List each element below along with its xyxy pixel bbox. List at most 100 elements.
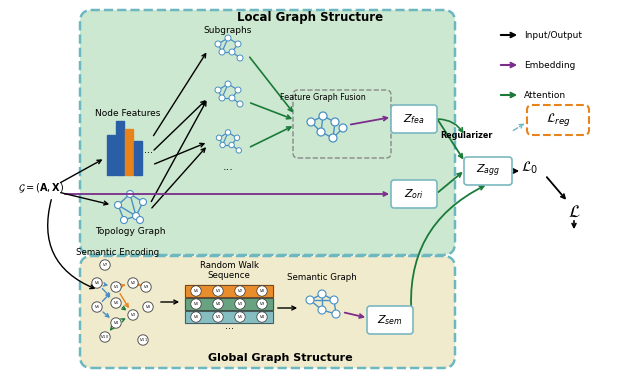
FancyArrowPatch shape bbox=[111, 326, 114, 330]
Circle shape bbox=[111, 282, 121, 292]
Circle shape bbox=[111, 298, 121, 308]
FancyArrowPatch shape bbox=[151, 102, 206, 201]
Text: Regularizer: Regularizer bbox=[440, 131, 492, 140]
FancyArrowPatch shape bbox=[103, 312, 109, 317]
Circle shape bbox=[234, 135, 240, 141]
Circle shape bbox=[138, 335, 148, 345]
FancyArrowPatch shape bbox=[572, 221, 576, 227]
Circle shape bbox=[235, 312, 245, 322]
Text: $\mathcal{L}_{reg}$: $\mathcal{L}_{reg}$ bbox=[545, 111, 570, 128]
Text: Random Walk
Sequence: Random Walk Sequence bbox=[200, 261, 259, 280]
Circle shape bbox=[111, 318, 121, 328]
FancyArrowPatch shape bbox=[60, 160, 101, 183]
Circle shape bbox=[235, 286, 245, 296]
Circle shape bbox=[212, 312, 223, 322]
FancyArrowPatch shape bbox=[136, 282, 141, 286]
Circle shape bbox=[319, 112, 327, 120]
FancyArrowPatch shape bbox=[65, 192, 387, 196]
Text: $v_{0}$: $v_{0}$ bbox=[113, 299, 120, 307]
Text: $v_6$: $v_6$ bbox=[193, 287, 200, 295]
Circle shape bbox=[257, 312, 268, 322]
Circle shape bbox=[236, 148, 241, 153]
Circle shape bbox=[100, 332, 110, 342]
FancyArrowPatch shape bbox=[102, 294, 109, 301]
FancyArrowPatch shape bbox=[154, 101, 205, 150]
Circle shape bbox=[229, 95, 235, 101]
Circle shape bbox=[229, 142, 234, 148]
Circle shape bbox=[100, 260, 110, 270]
FancyArrowPatch shape bbox=[155, 143, 204, 164]
Bar bbox=[185, 298, 273, 310]
Circle shape bbox=[115, 201, 122, 209]
Text: Semantic Encoding: Semantic Encoding bbox=[76, 248, 159, 257]
FancyArrowPatch shape bbox=[411, 186, 484, 317]
FancyArrowPatch shape bbox=[120, 284, 124, 288]
Text: Embedding: Embedding bbox=[524, 60, 575, 70]
Text: $Z_{sem}$: $Z_{sem}$ bbox=[377, 313, 403, 327]
Circle shape bbox=[219, 49, 225, 55]
Bar bbox=[125, 129, 133, 175]
Text: $v_3$: $v_3$ bbox=[237, 300, 243, 308]
Text: $v_8$: $v_8$ bbox=[259, 287, 266, 295]
FancyArrowPatch shape bbox=[500, 33, 515, 37]
FancyBboxPatch shape bbox=[391, 180, 437, 208]
Text: $v_{4}$: $v_{4}$ bbox=[113, 319, 120, 327]
Circle shape bbox=[191, 286, 201, 296]
Text: Input/Output: Input/Output bbox=[524, 30, 582, 40]
FancyArrowPatch shape bbox=[122, 306, 125, 310]
Bar bbox=[185, 311, 273, 323]
Circle shape bbox=[331, 118, 339, 126]
Text: $v_9$: $v_9$ bbox=[259, 300, 266, 308]
Circle shape bbox=[225, 81, 231, 87]
FancyArrowPatch shape bbox=[500, 93, 515, 97]
Text: Local Graph Structure: Local Graph Structure bbox=[237, 11, 383, 24]
Circle shape bbox=[120, 217, 127, 223]
Text: $v_1$: $v_1$ bbox=[214, 313, 221, 321]
Circle shape bbox=[132, 212, 140, 220]
Circle shape bbox=[307, 118, 315, 126]
FancyArrowPatch shape bbox=[48, 200, 94, 289]
Text: $v_{11}$: $v_{11}$ bbox=[138, 336, 147, 344]
FancyArrowPatch shape bbox=[154, 54, 205, 136]
FancyBboxPatch shape bbox=[80, 256, 455, 368]
Text: $\mathcal{G}=(\mathbf{A},\mathbf{X})$: $\mathcal{G}=(\mathbf{A},\mathbf{X})$ bbox=[18, 181, 65, 195]
FancyArrowPatch shape bbox=[250, 57, 292, 111]
FancyBboxPatch shape bbox=[527, 105, 589, 135]
Circle shape bbox=[257, 299, 268, 309]
Text: $Z_{agg}$: $Z_{agg}$ bbox=[476, 163, 500, 179]
Circle shape bbox=[306, 296, 314, 304]
Text: ···: ··· bbox=[223, 165, 234, 175]
Text: $v_{6}$: $v_{6}$ bbox=[93, 279, 100, 287]
Text: Attention: Attention bbox=[524, 90, 566, 100]
FancyArrowPatch shape bbox=[278, 306, 296, 310]
Text: $\mathcal{L}$: $\mathcal{L}$ bbox=[568, 203, 580, 221]
Circle shape bbox=[318, 306, 326, 314]
Circle shape bbox=[92, 278, 102, 288]
Text: $v_2$: $v_2$ bbox=[237, 287, 243, 295]
Text: Semantic Graph: Semantic Graph bbox=[287, 273, 357, 282]
FancyArrowPatch shape bbox=[439, 119, 463, 132]
FancyArrowPatch shape bbox=[161, 300, 178, 304]
Text: $v_{3}$: $v_{3}$ bbox=[130, 311, 136, 319]
FancyArrowPatch shape bbox=[345, 313, 364, 318]
Bar bbox=[185, 285, 273, 297]
Text: $v_4$: $v_4$ bbox=[214, 300, 221, 308]
Circle shape bbox=[235, 299, 245, 309]
Text: Feature Graph Fusion: Feature Graph Fusion bbox=[280, 93, 366, 102]
Circle shape bbox=[141, 282, 151, 292]
FancyArrowPatch shape bbox=[102, 289, 109, 296]
Text: $v_{2}$: $v_{2}$ bbox=[130, 279, 136, 287]
Text: $v_{9}$: $v_{9}$ bbox=[143, 283, 149, 291]
Circle shape bbox=[257, 286, 268, 296]
FancyBboxPatch shape bbox=[391, 105, 437, 133]
Text: $Z_{ori}$: $Z_{ori}$ bbox=[404, 187, 424, 201]
Text: $v_{1}$: $v_{1}$ bbox=[113, 283, 120, 291]
Circle shape bbox=[339, 124, 347, 132]
Text: ···: ··· bbox=[225, 324, 234, 334]
Circle shape bbox=[225, 130, 230, 135]
Circle shape bbox=[237, 55, 243, 61]
Circle shape bbox=[127, 190, 134, 198]
Text: $v_0$: $v_0$ bbox=[193, 313, 200, 321]
Text: $v_1$: $v_1$ bbox=[214, 287, 221, 295]
FancyArrowPatch shape bbox=[500, 63, 515, 67]
